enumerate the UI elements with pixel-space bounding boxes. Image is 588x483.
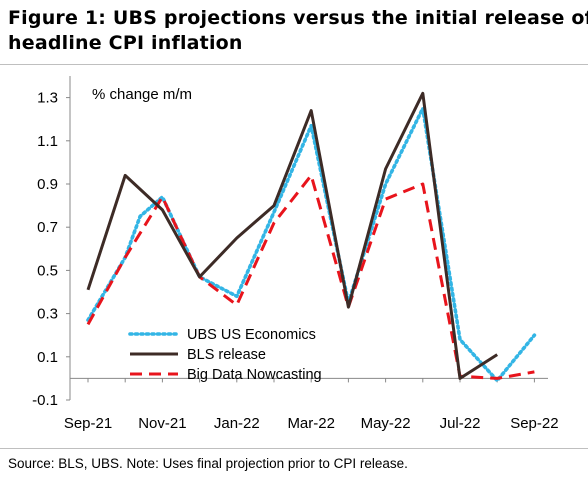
top-divider [0, 64, 588, 65]
figure-title-line-1: Figure 1: UBS projections versus the ini… [8, 7, 588, 29]
y-tick-label: 0.1 [37, 349, 58, 366]
y-tick-label: 0.7 [37, 219, 58, 236]
legend-label: Big Data Nowcasting [187, 367, 322, 383]
y-tick-label: 0.9 [37, 176, 58, 193]
bottom-divider [0, 448, 588, 449]
y-axis-label: % change m/m [92, 86, 192, 103]
cpi-line-chart: -0.1 0.1 0.3 0.5 0.7 0.9 1.1 1.3 Sep-21 Nov-21 Jan… [32, 76, 559, 432]
y-tick-label: -0.1 [32, 392, 58, 409]
x-tick-label: Mar-22 [287, 415, 335, 432]
legend-label: UBS US Economics [187, 327, 316, 343]
series-line-bls-release [86, 91, 499, 380]
series-line-ubs-us-economics [86, 106, 537, 383]
y-tick-label: 0.3 [37, 306, 58, 323]
y-tick-label: 0.5 [37, 262, 58, 279]
y-tick-label: 1.3 [37, 90, 58, 107]
x-tick-label: Jul-22 [440, 415, 481, 432]
source-note: Source: BLS, UBS. Note: Uses final proje… [8, 456, 408, 471]
chart-axes: -0.1 0.1 0.3 0.5 0.7 0.9 1.1 1.3 Sep-21 Nov-21 Jan… [32, 76, 559, 432]
x-tick-label: Sep-22 [510, 415, 558, 432]
x-tick-label: Sep-21 [64, 415, 112, 432]
x-tick-label: May-22 [361, 415, 411, 432]
figure-title-line-2: headline CPI inflation [8, 32, 243, 54]
x-tick-label: Jan-22 [214, 415, 260, 432]
figure-title: Figure 1: UBS projections versus the ini… [8, 6, 588, 56]
x-tick-label: Nov-21 [138, 415, 186, 432]
y-tick-label: 1.1 [37, 133, 58, 150]
chart-series [86, 91, 537, 383]
chart-legend: UBS US Economics BLS release Big Data Nowc… [128, 327, 322, 383]
legend-label: BLS release [187, 347, 266, 363]
